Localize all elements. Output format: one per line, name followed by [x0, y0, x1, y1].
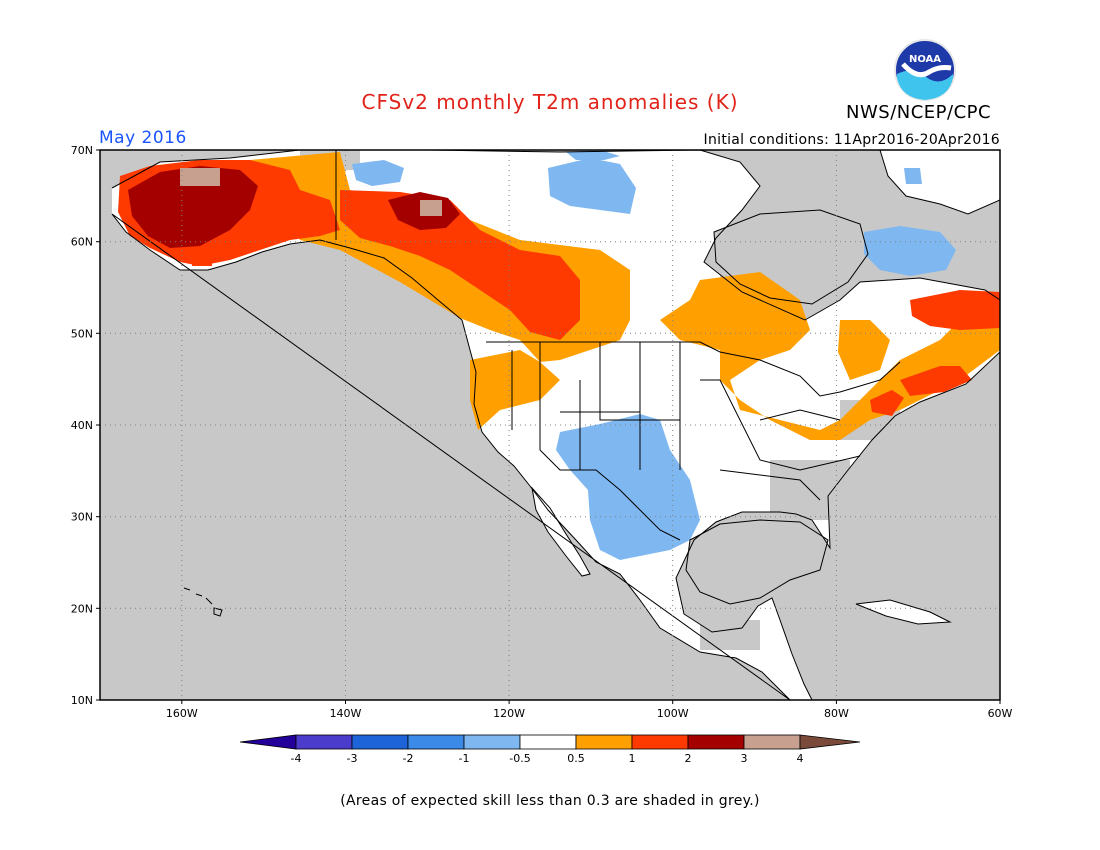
- agency-label: NWS/NCEP/CPC: [846, 102, 992, 123]
- map-title: CFSv2 monthly T2m anomalies (K): [361, 90, 739, 114]
- lat-label-40n: 40N: [71, 419, 93, 432]
- forecast-month: May 2016: [99, 128, 187, 148]
- lat-labels: 70N 60N 50N 40N 30N 20N 10N: [71, 144, 93, 707]
- land-cuba: [856, 600, 950, 624]
- lon-label-120w: 120W: [493, 707, 525, 720]
- noaa-logo: NOAA: [894, 39, 956, 101]
- lat-label-10n: 10N: [71, 694, 93, 707]
- axis-ticks: [96, 149, 1001, 704]
- hawaii-islands: [183, 587, 223, 617]
- coastline-cuba: [855, 599, 952, 625]
- lat-label-20n: 20N: [71, 602, 93, 615]
- lon-label-60w: 60W: [988, 707, 1013, 720]
- anomaly-cool-neg1-neg0p5: [352, 150, 956, 560]
- lat-label-30n: 30N: [71, 511, 93, 524]
- initial-conditions: Initial conditions: 11Apr2016-20Apr2016: [703, 132, 1000, 148]
- lon-label-80w: 80W: [824, 707, 849, 720]
- lat-lon-grid: [100, 150, 1000, 700]
- coastline: [111, 150, 1000, 700]
- logo-text: NOAA: [909, 54, 941, 65]
- lon-labels: 160W 140W 120W 100W 80W 60W: [166, 707, 1013, 720]
- land-greenland: [880, 150, 1000, 214]
- coastline-baja: [531, 486, 591, 577]
- anomaly-warm-3-4: [180, 168, 442, 216]
- coastline-hudson: [713, 209, 869, 305]
- lon-label-100w: 100W: [657, 707, 689, 720]
- lat-label-70n: 70N: [71, 144, 93, 157]
- lat-label-60n: 60N: [71, 236, 93, 249]
- lat-label-50n: 50N: [71, 327, 93, 340]
- gulf-of-mexico: [686, 520, 828, 604]
- land-baja: [532, 488, 590, 576]
- coastline-greenland: [879, 150, 1000, 215]
- skill-footnote: (Areas of expected skill less than 0.3 a…: [340, 793, 760, 809]
- lon-label-160w: 160W: [166, 707, 198, 720]
- lon-label-140w: 140W: [330, 707, 362, 720]
- political-boundaries: [335, 150, 901, 541]
- coastline-gulf: [685, 519, 829, 605]
